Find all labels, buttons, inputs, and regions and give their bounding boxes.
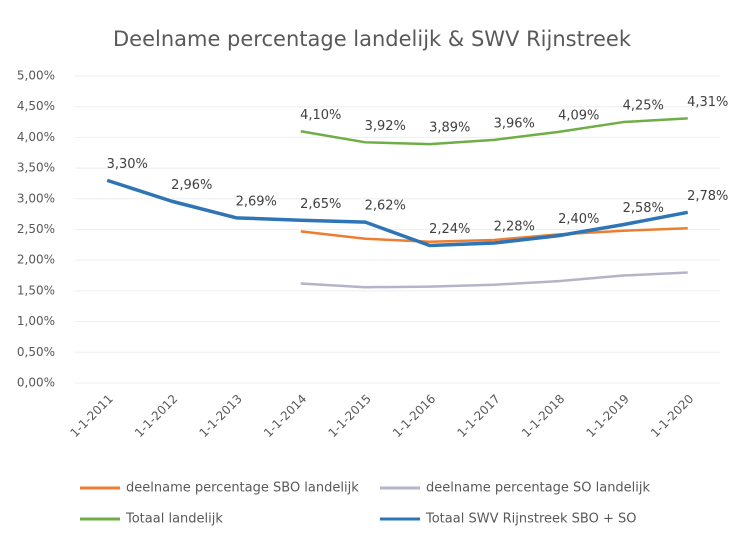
data-label: 3,89% [429, 121, 470, 136]
y-tick-label: 4,00% [17, 130, 55, 144]
data-label: 4,25% [623, 99, 664, 114]
data-label: 3,96% [494, 116, 535, 131]
data-label: 4,31% [687, 95, 728, 110]
data-label: 2,62% [365, 199, 406, 214]
series-line [300, 227, 688, 244]
y-tick-label: 3,00% [17, 191, 55, 205]
data-label: 4,10% [300, 108, 341, 123]
legend-label: Totaal SWV Rijnstreek SBO + SO [425, 512, 637, 527]
data-label: 2,69% [236, 194, 277, 209]
data-label: 3,30% [107, 157, 148, 172]
series-line [106, 178, 689, 248]
legend-label: deelname percentage SO landelijk [426, 481, 651, 496]
y-tick-label: 0,00% [17, 376, 55, 390]
chart-title: Deelname percentage landelijk & SWV Rijn… [113, 27, 632, 51]
data-label: 2,65% [300, 197, 341, 212]
data-label: 2,40% [558, 212, 599, 227]
data-label: 2,28% [494, 220, 535, 235]
data-label: 2,96% [171, 178, 212, 193]
y-tick-label: 3,50% [17, 161, 55, 175]
legend-label: Totaal landelijk [125, 512, 223, 527]
series-line [300, 271, 688, 289]
series-line [300, 117, 688, 146]
data-label: 4,09% [558, 108, 599, 123]
y-tick-label: 2,00% [17, 253, 55, 267]
y-tick-label: 1,50% [17, 283, 55, 297]
data-label: 2,24% [429, 222, 470, 237]
y-tick-label: 2,50% [17, 222, 55, 236]
y-tick-label: 4,50% [17, 99, 55, 113]
data-label: 2,58% [623, 201, 664, 216]
y-tick-label: 0,50% [17, 345, 55, 359]
data-label: 2,78% [687, 189, 728, 204]
data-label: 3,92% [365, 119, 406, 134]
y-tick-label: 1,00% [17, 314, 55, 328]
legend-label: deelname percentage SBO landelijk [126, 481, 359, 496]
y-tick-label: 5,00% [17, 69, 55, 83]
